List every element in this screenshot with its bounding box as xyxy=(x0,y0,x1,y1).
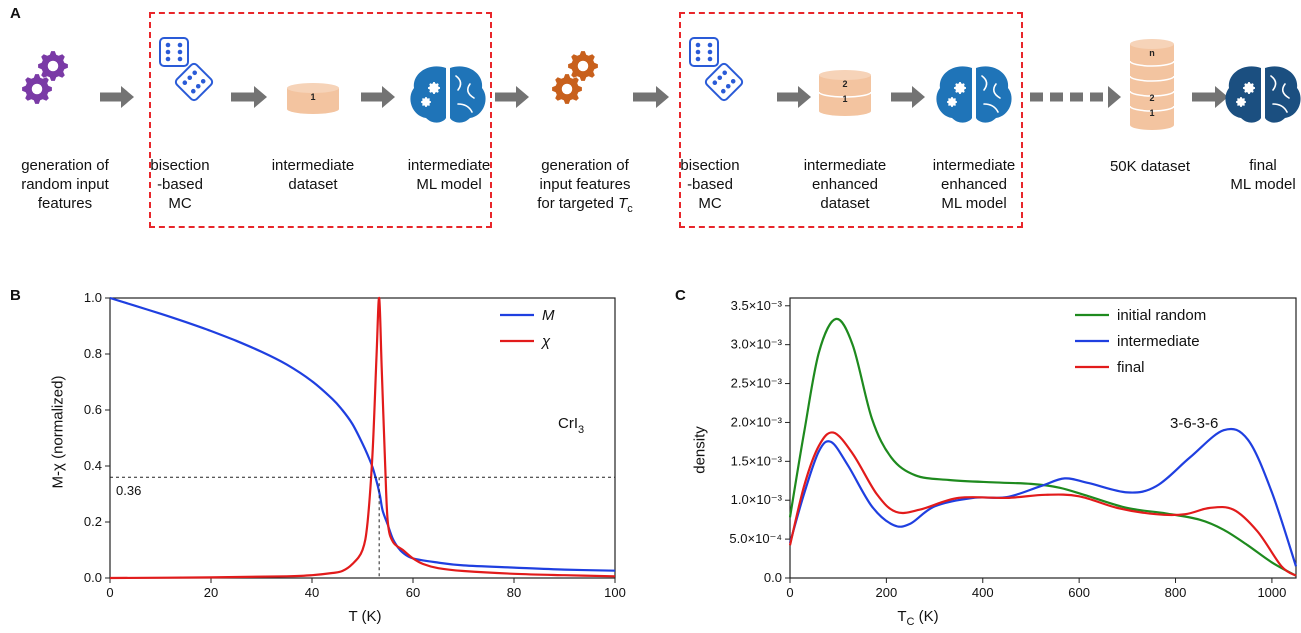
y-tick-label: 2.0×10⁻³ xyxy=(731,414,783,429)
legend-label: final xyxy=(1117,359,1145,376)
y-tick-label: 2.5×10⁻³ xyxy=(731,376,783,391)
x-tick-label: 800 xyxy=(1165,585,1187,600)
x-tick-label: 600 xyxy=(1068,585,1090,600)
y-tick-label: 1.0×10⁻³ xyxy=(731,492,783,507)
series-line-2 xyxy=(790,432,1296,575)
legend-label: intermediate xyxy=(1117,333,1200,350)
y-tick-label: 3.5×10⁻³ xyxy=(731,298,783,313)
plot-frame xyxy=(790,298,1296,578)
x-tick-label: 1000 xyxy=(1257,585,1286,600)
series-line-1 xyxy=(790,429,1296,566)
x-tick-label: 0 xyxy=(786,585,793,600)
y-tick-label: 3.0×10⁻³ xyxy=(731,337,783,352)
legend-label: initial random xyxy=(1117,307,1206,324)
x-tick-label: 400 xyxy=(972,585,994,600)
y-tick-label: 0.0 xyxy=(764,570,782,585)
series-line-0 xyxy=(790,319,1296,576)
chart-c-xlabel: TC (K) xyxy=(897,608,938,628)
x-tick-label: 200 xyxy=(876,585,898,600)
structure-label: 3-6-3-6 xyxy=(1170,415,1218,432)
y-tick-label: 5.0×10⁻⁴ xyxy=(729,531,782,546)
y-tick-label: 1.5×10⁻³ xyxy=(731,453,783,468)
chart-c-ylabel: density xyxy=(692,426,709,474)
